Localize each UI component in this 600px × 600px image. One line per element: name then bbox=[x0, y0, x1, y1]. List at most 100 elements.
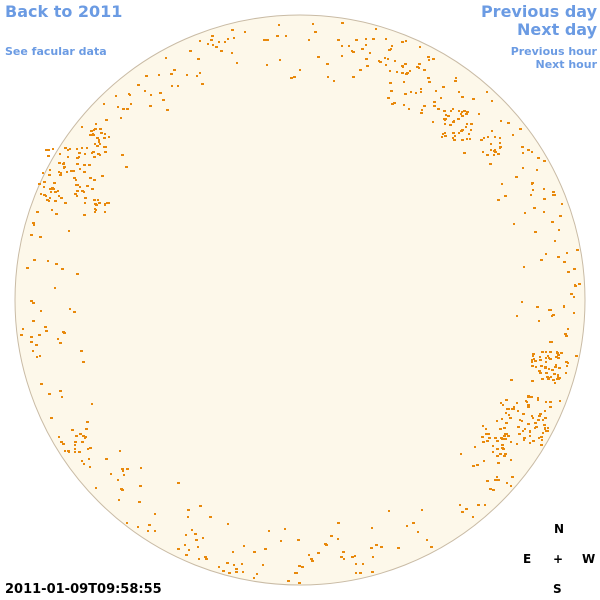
facula bbox=[58, 162, 61, 164]
facula bbox=[30, 336, 33, 338]
facula bbox=[83, 164, 86, 166]
facula bbox=[501, 418, 503, 420]
facula bbox=[149, 105, 152, 107]
facula bbox=[461, 115, 464, 117]
facula bbox=[532, 355, 534, 357]
previous-hour-link[interactable]: Previous hour bbox=[510, 45, 597, 58]
facula bbox=[115, 95, 117, 97]
facula bbox=[563, 261, 566, 263]
facula bbox=[545, 357, 547, 359]
facula bbox=[140, 467, 142, 469]
facula bbox=[482, 151, 484, 153]
facula bbox=[74, 193, 77, 195]
facula bbox=[78, 156, 80, 158]
facula bbox=[137, 84, 140, 86]
facula bbox=[191, 529, 193, 531]
facula bbox=[469, 138, 471, 140]
facula bbox=[476, 464, 479, 466]
facula bbox=[557, 357, 560, 359]
facula bbox=[531, 380, 534, 382]
facula bbox=[88, 164, 91, 166]
facula bbox=[86, 421, 89, 423]
facula bbox=[43, 186, 45, 188]
facula bbox=[333, 80, 335, 82]
facula bbox=[447, 115, 450, 117]
facula bbox=[388, 510, 390, 512]
facula bbox=[389, 82, 392, 84]
facula bbox=[494, 479, 497, 481]
facula bbox=[298, 565, 301, 567]
facula bbox=[97, 199, 99, 201]
next-day-link[interactable]: Next day bbox=[517, 20, 597, 39]
facula bbox=[556, 378, 559, 380]
facula bbox=[458, 110, 460, 112]
facula bbox=[212, 44, 214, 46]
facula bbox=[101, 175, 104, 177]
facula bbox=[491, 100, 493, 102]
facula bbox=[499, 146, 501, 148]
facula bbox=[483, 137, 485, 139]
facula bbox=[522, 152, 524, 154]
facula bbox=[401, 41, 404, 43]
facula bbox=[165, 57, 167, 59]
facula bbox=[75, 179, 77, 181]
facula bbox=[556, 352, 559, 354]
facula bbox=[551, 341, 553, 343]
facula bbox=[284, 528, 286, 530]
facular-link[interactable]: See facular data bbox=[5, 45, 107, 58]
facula bbox=[505, 399, 508, 401]
facula bbox=[93, 129, 95, 131]
facula bbox=[573, 312, 575, 314]
facula bbox=[506, 408, 509, 410]
facula bbox=[461, 111, 463, 113]
facula bbox=[538, 437, 540, 439]
facula bbox=[488, 433, 490, 435]
facula bbox=[501, 183, 503, 185]
facula bbox=[468, 133, 470, 135]
facula bbox=[173, 69, 176, 71]
facula bbox=[551, 369, 554, 371]
previous-day-link[interactable]: Previous day bbox=[480, 2, 597, 21]
facula bbox=[188, 549, 190, 551]
facula bbox=[454, 135, 456, 137]
facula bbox=[51, 209, 53, 211]
facula bbox=[497, 479, 500, 481]
facula bbox=[30, 300, 33, 302]
facula bbox=[482, 425, 484, 427]
facula bbox=[74, 451, 76, 453]
facula bbox=[540, 436, 543, 438]
facula bbox=[565, 361, 568, 363]
facula bbox=[276, 35, 279, 37]
next-hour-link[interactable]: Next hour bbox=[535, 58, 598, 71]
facula bbox=[554, 366, 557, 368]
facula bbox=[365, 58, 368, 60]
facula bbox=[99, 128, 102, 130]
facula bbox=[295, 572, 298, 574]
facula bbox=[244, 31, 246, 33]
facula bbox=[544, 417, 547, 419]
facula bbox=[452, 108, 454, 110]
facula bbox=[40, 310, 42, 312]
facula bbox=[47, 155, 50, 157]
facula bbox=[535, 366, 537, 368]
facula bbox=[352, 51, 355, 53]
back-link[interactable]: Back to 2011 bbox=[5, 2, 123, 21]
facula bbox=[105, 458, 108, 460]
facula bbox=[546, 376, 549, 378]
facula bbox=[89, 447, 92, 449]
facula bbox=[490, 143, 492, 145]
facula bbox=[120, 117, 122, 119]
facula bbox=[235, 568, 238, 570]
facula bbox=[455, 77, 457, 79]
facula bbox=[543, 188, 545, 190]
facula bbox=[496, 476, 498, 478]
facula bbox=[472, 98, 475, 100]
facula bbox=[534, 231, 537, 233]
facula bbox=[268, 530, 270, 532]
facula bbox=[420, 112, 423, 114]
facula bbox=[40, 193, 42, 195]
facula bbox=[147, 530, 149, 532]
facula bbox=[405, 40, 407, 42]
facula bbox=[210, 39, 213, 41]
facula bbox=[485, 428, 487, 430]
